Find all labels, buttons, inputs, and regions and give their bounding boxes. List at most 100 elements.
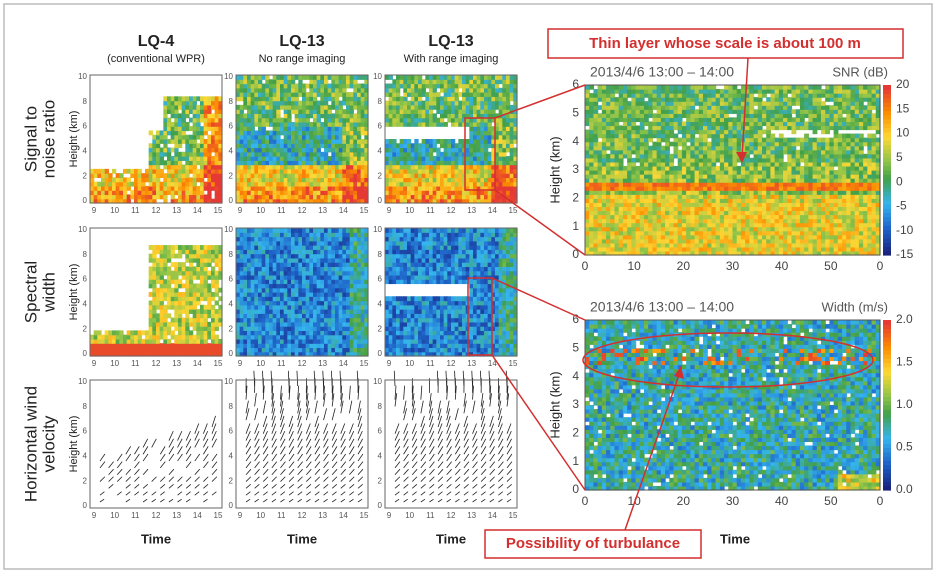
cell <box>488 122 492 127</box>
cell <box>240 165 244 170</box>
cell <box>396 313 400 318</box>
cell <box>331 190 335 195</box>
cell <box>313 296 317 301</box>
cell <box>262 122 266 127</box>
cell <box>458 84 462 89</box>
cell <box>447 194 451 199</box>
cell <box>149 143 153 148</box>
cell <box>258 232 262 237</box>
cell <box>189 262 193 267</box>
cell <box>309 156 313 161</box>
cell <box>313 156 317 161</box>
cell <box>287 296 291 301</box>
cell <box>350 339 354 344</box>
cell <box>313 266 317 271</box>
cell <box>204 126 208 131</box>
cell <box>204 109 208 114</box>
cell <box>353 79 357 84</box>
cell <box>414 84 418 89</box>
cell <box>466 84 470 89</box>
cell <box>258 313 262 318</box>
cell <box>403 118 407 123</box>
cell <box>488 190 492 195</box>
cell <box>473 105 477 110</box>
cell <box>171 318 175 323</box>
cell <box>396 305 400 310</box>
cell <box>276 254 280 259</box>
cell <box>488 75 492 80</box>
cell <box>196 109 200 114</box>
cell <box>346 105 350 110</box>
cell <box>436 79 440 84</box>
cell <box>411 262 415 267</box>
cell <box>207 122 211 127</box>
y-tick-label: 6 <box>83 427 88 436</box>
cell <box>258 258 262 263</box>
cell <box>429 322 433 327</box>
cell <box>258 148 262 153</box>
cell <box>414 190 418 195</box>
cell <box>353 160 357 165</box>
cell <box>251 190 255 195</box>
cell <box>295 126 299 131</box>
cell <box>418 96 422 101</box>
cell <box>418 305 422 310</box>
cell <box>295 343 299 348</box>
cell <box>243 96 247 101</box>
cell <box>189 283 193 288</box>
cell <box>182 113 186 118</box>
cell <box>477 109 481 114</box>
cell <box>204 343 208 348</box>
cell <box>339 101 343 106</box>
cell <box>207 190 211 195</box>
cell <box>499 92 503 97</box>
cell <box>317 292 321 297</box>
cell <box>251 305 255 310</box>
cell <box>258 194 262 199</box>
cell <box>189 165 193 170</box>
cell <box>174 130 178 135</box>
cell <box>403 75 407 80</box>
cell <box>171 279 175 284</box>
cell <box>353 339 357 344</box>
cell <box>273 79 277 84</box>
cell <box>276 92 280 97</box>
cell <box>418 237 422 242</box>
cell <box>262 258 266 263</box>
cell <box>400 84 404 89</box>
cell <box>182 283 186 288</box>
cell <box>193 271 197 276</box>
cell <box>320 194 324 199</box>
cell <box>335 241 339 246</box>
cell <box>425 160 429 165</box>
cell <box>324 148 328 153</box>
cell <box>273 249 277 254</box>
cell <box>335 279 339 284</box>
cell <box>298 343 302 348</box>
cell <box>324 79 328 84</box>
cell <box>407 84 411 89</box>
cell <box>506 177 510 182</box>
cell <box>346 109 350 114</box>
cell <box>240 275 244 280</box>
y-tick-label: 2 <box>378 171 383 180</box>
cell <box>112 169 116 174</box>
cell <box>284 113 288 118</box>
cell <box>163 335 167 340</box>
cell <box>262 148 266 153</box>
cell <box>499 165 503 170</box>
cell <box>204 288 208 293</box>
cell <box>350 118 354 123</box>
cell <box>167 182 171 187</box>
cell <box>302 148 306 153</box>
cell <box>429 118 433 123</box>
cell <box>251 186 255 191</box>
cell <box>357 347 361 352</box>
cell <box>361 148 365 153</box>
cell <box>331 266 335 271</box>
cell <box>251 309 255 314</box>
x-tick-label: 9 <box>92 206 97 215</box>
cell <box>163 347 167 352</box>
cell <box>414 347 418 352</box>
cell <box>462 92 466 97</box>
